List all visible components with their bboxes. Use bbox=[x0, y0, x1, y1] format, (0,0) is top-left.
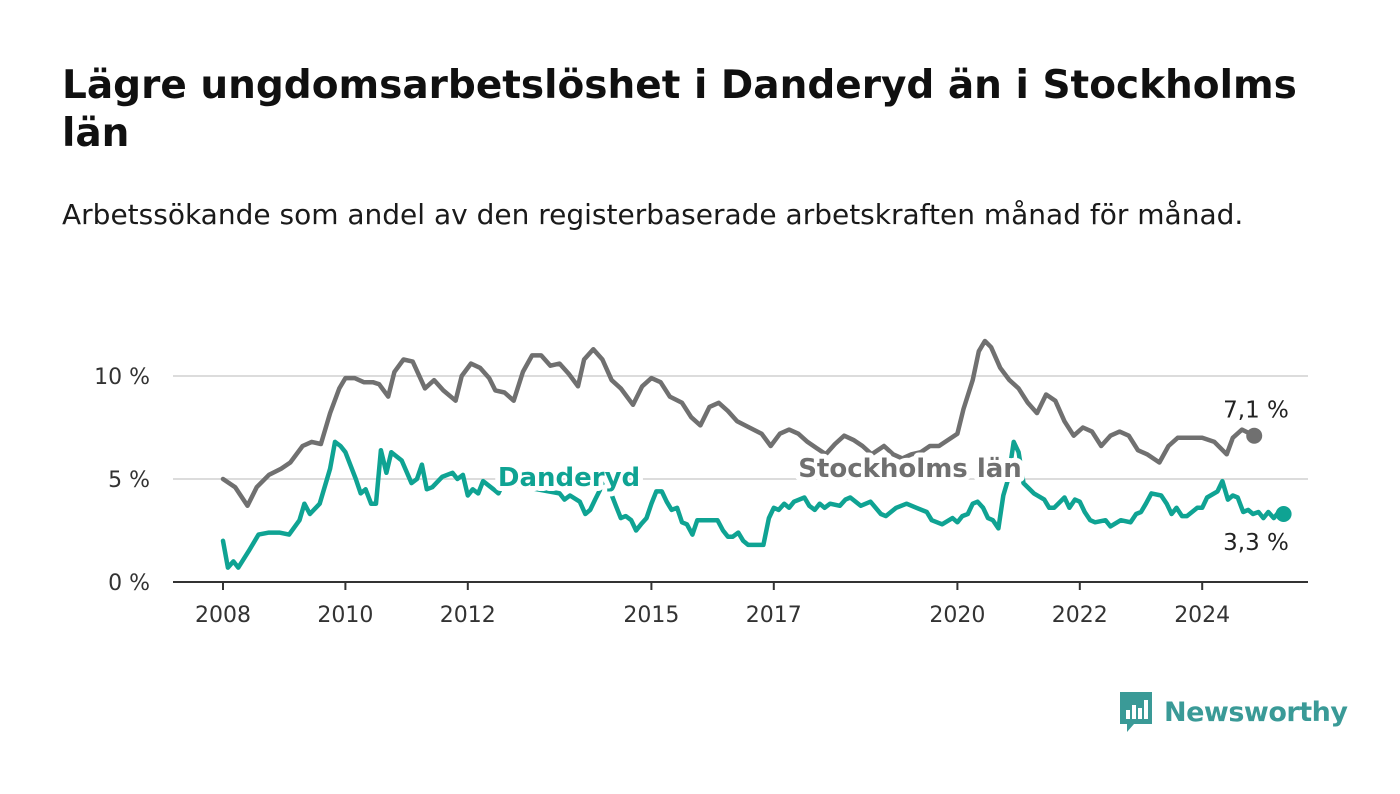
series-line-stockholms-lan bbox=[220, 338, 1257, 509]
series-end-point bbox=[1275, 506, 1292, 523]
y-tick-label: 10 % bbox=[94, 365, 150, 390]
x-tick-label: 2017 bbox=[746, 603, 802, 628]
x-tick-label: 2010 bbox=[317, 603, 373, 628]
series-end-point bbox=[1246, 427, 1263, 444]
y-axis: 0 % 5 % 10 % bbox=[94, 365, 150, 596]
chart-subtitle: Arbetssökande som andel av den registerb… bbox=[62, 198, 1244, 231]
series-line-danderyd bbox=[220, 439, 1286, 570]
logo-text: Newsworthy bbox=[1164, 696, 1348, 728]
series-label-danderyd: Danderyd bbox=[498, 463, 640, 493]
newsworthy-bar-chart-logo-icon bbox=[1120, 692, 1152, 732]
x-axis: 2008 2010 2012 2015 2017 2020 2022 2024 bbox=[173, 581, 1308, 628]
series-label-stockholms-lan-halo: Stockholms län bbox=[798, 454, 1022, 484]
y-tick-label: 0 % bbox=[108, 571, 150, 596]
x-tick-label: 2020 bbox=[929, 603, 985, 628]
newsworthy-logo: Newsworthy bbox=[1118, 690, 1348, 734]
chart-title: Lägre ungdomsarbetslöshet i Danderyd än … bbox=[62, 63, 1297, 156]
x-tick-label: 2008 bbox=[195, 603, 251, 628]
x-tick-label: 2015 bbox=[623, 603, 679, 628]
end-value-label-danderyd: 3,3 % bbox=[1223, 530, 1289, 556]
x-tick-label: 2012 bbox=[440, 603, 496, 628]
x-tick-label: 2022 bbox=[1052, 603, 1108, 628]
y-tick-label: 5 % bbox=[108, 468, 150, 493]
end-value-label-stockholms-lan: 7,1 % bbox=[1223, 398, 1289, 424]
grid-lines bbox=[173, 375, 1308, 480]
series-lines bbox=[220, 338, 1292, 570]
series-label-stockholms-lan: Stockholms län bbox=[798, 454, 1022, 484]
x-tick-label: 2024 bbox=[1174, 603, 1230, 628]
series-label-danderyd-halo: Danderyd bbox=[498, 463, 640, 493]
